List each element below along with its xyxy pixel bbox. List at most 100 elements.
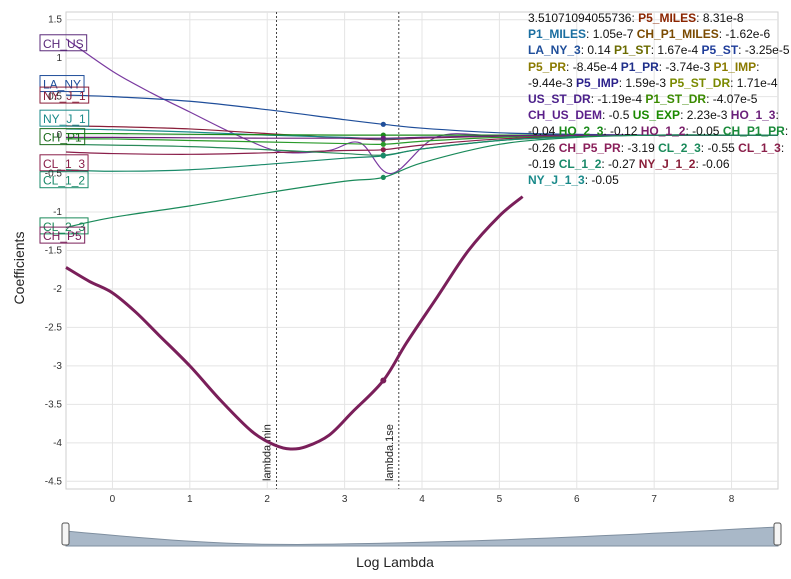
series-name-tag-box	[39, 128, 86, 146]
y-tick-label: -3	[53, 361, 62, 372]
legend-entry-name: HO_1_2	[637, 124, 686, 139]
legend-entry-value: : -0.05	[685, 124, 720, 139]
legend-entry-value: : -8.45e-4	[566, 59, 618, 74]
slider-left-handle[interactable]	[61, 522, 70, 546]
series-marker	[380, 147, 386, 153]
legend-entry-name: NY_J_1_2	[635, 156, 696, 171]
legend-entry-name: P5_IMP	[572, 75, 619, 90]
y-tick-label: -0.5	[45, 169, 63, 180]
series-name-tag-box	[39, 34, 88, 52]
legend-entry-value: : -0.05	[584, 173, 619, 188]
series-marker	[380, 174, 386, 181]
x-tick-label: 8	[729, 494, 735, 505]
legend-entries: P5_MILES: 8.31e-8 P1_MILES: 1.05e-7 CH_P…	[528, 11, 790, 187]
coefficient-legend: 3.51071094055736: P5_MILES: 8.31e-8 P1_M…	[528, 10, 790, 188]
slider-right-handle[interactable]	[773, 522, 782, 546]
legend-entry-value: : -0.04	[528, 108, 779, 139]
y-tick-label: -2	[53, 284, 62, 295]
legend-entry-value: : -0.55	[700, 140, 735, 155]
legend-entry-value: : -3.25e-5	[738, 43, 790, 58]
series-name-tag: CL_1_3	[43, 157, 85, 171]
legend-entry-value: : 1.71e-4	[730, 75, 778, 90]
lambda-markers	[380, 121, 387, 384]
legend-entry-value: : 1.67e-4	[650, 43, 699, 58]
series-name-tag: LA_NY	[43, 78, 81, 92]
series-name-tag-box	[39, 86, 90, 104]
x-axis-title: Log Lambda	[356, 554, 434, 570]
y-tick-label: -1	[53, 207, 62, 218]
legend-entry-name: CH_P1_MILES	[633, 27, 719, 42]
legend-entry-name: CL_1_2	[555, 156, 602, 171]
series-line	[65, 134, 778, 229]
grid	[65, 11, 779, 490]
series-name-tag: CL_1_2	[43, 174, 85, 188]
legend-entry-value: : -0.26	[528, 124, 789, 155]
x-tick-label: 3	[342, 494, 348, 505]
x-tick-label: 2	[264, 494, 270, 505]
legend-entry-name: P1_ST	[610, 43, 651, 58]
legend-entry-value: : -0.5	[602, 108, 630, 123]
legend-entry-value: : 8.31e-8	[696, 11, 744, 25]
series-name-tag: CH_P1	[43, 131, 82, 145]
y-tick-label: -1.5	[45, 246, 63, 257]
series-name-tag-box	[39, 217, 89, 235]
series-name-tag: NY_J_1	[43, 112, 86, 126]
legend-entry-value: : 0.14	[580, 43, 611, 58]
legend-entry-value: : -3.19	[620, 140, 655, 155]
legend-entry-name: P1_ST_DR	[642, 92, 707, 107]
y-tick-label: -3.5	[45, 399, 63, 410]
series-name-tag-box	[39, 154, 89, 172]
y-axis-title: Coefficients	[11, 232, 27, 305]
legend-entry-value: : 1.59e-3	[618, 75, 667, 90]
legend-entry-value: : -1.19e-4	[590, 92, 643, 107]
legend-entry-name: HO_1_3	[727, 108, 776, 123]
x-tick-label: 4	[419, 494, 425, 505]
series-lines	[65, 38, 779, 451]
legend-entry-name: P5_ST	[698, 43, 739, 58]
range-slider[interactable]	[61, 522, 782, 547]
legend-entry-value: : -0.19	[528, 140, 785, 171]
series-name-tag-box	[39, 226, 86, 244]
slider-area-shape	[65, 526, 779, 547]
reference-line-label: lambda.1se	[384, 424, 396, 481]
legend-entry-name: US_EXP	[629, 108, 681, 123]
legend-entry-name: HO_2_3	[555, 124, 604, 139]
reference-line-label: lambda.min	[262, 424, 274, 481]
series-marker	[380, 153, 386, 159]
legend-entry-name: CH_P5_PR	[555, 140, 621, 155]
series-marker	[380, 135, 386, 141]
series-line	[65, 195, 524, 451]
legend-entry-value: : 1.05e-7	[586, 27, 634, 42]
y-tick-label: -4	[53, 438, 62, 449]
legend-entry-name: CL_2_3	[654, 140, 701, 155]
x-tick-label: 1	[187, 494, 193, 505]
y-tick-label: -2.5	[45, 322, 63, 333]
legend-entry-name: P5_MILES	[638, 11, 697, 25]
legend-header: 3.51071094055736:	[528, 11, 635, 25]
y-tick-label: 1	[56, 53, 62, 64]
legend-entry-value: : -0.27	[601, 156, 636, 171]
y-tick-label: 0.5	[48, 92, 62, 103]
y-tick-label: 1.5	[48, 15, 62, 26]
series-name-tag-box	[39, 75, 85, 93]
legend-entry-name: P1_PR	[617, 59, 659, 74]
y-tick-label: -4.5	[45, 476, 63, 487]
series-name-tag: CH_US	[43, 37, 84, 51]
series-name-tag-box	[39, 109, 90, 127]
legend-entry-value: : 2.23e-3	[680, 108, 728, 123]
legend-entry-value: : -1.62e-6	[718, 27, 771, 42]
legend-entry-name: P1_MILES	[528, 27, 587, 42]
axes: 1.5 1 0.5 0 -0.5 -1 -1.5 -2 -2.5 -3 -3.5 -4 -4.5 0 1 2 3…	[45, 15, 735, 505]
legend-entry-name: P5_PR	[528, 59, 567, 74]
series-name-tags: CH_USLA_NYNY_J_1NY_J_1CH_P1CL_1_3CL_1_2C…	[39, 34, 90, 244]
legend-entry-name: NY_J_1_3	[528, 173, 585, 188]
series-marker	[380, 121, 386, 127]
series-name-tag: CH_P5	[43, 229, 82, 243]
legend-entry-value: : -0.06	[695, 156, 730, 171]
legend-entry-name: CH_P1_PR	[719, 124, 785, 139]
y-tick-label: 0	[56, 130, 62, 141]
legend-entry-name: US_ST_DR	[528, 92, 591, 107]
legend-entry-value: : -0.12	[603, 124, 638, 139]
legend-entry-name: CL_1_3	[734, 140, 781, 155]
